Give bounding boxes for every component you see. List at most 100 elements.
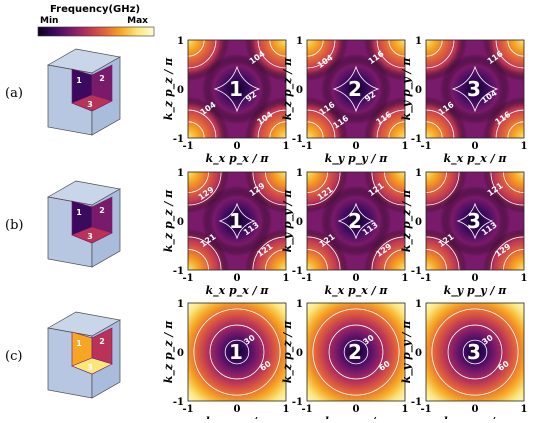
cube-region-label: 1 <box>76 339 82 348</box>
x-axis-label: k_y p_y / π <box>444 284 508 298</box>
x-tick-label: -1 <box>301 141 312 152</box>
y-tick-label: -1 <box>173 397 184 408</box>
row-label: (b) <box>5 218 23 233</box>
panel-frame <box>306 171 406 271</box>
heatmap-corner-glow <box>482 96 524 138</box>
heatmap-corner-glow <box>426 172 468 214</box>
x-axis-label: k_x p_x / π <box>444 152 508 166</box>
contour-line <box>328 324 384 380</box>
panel-region-id: 3 <box>467 340 481 364</box>
contour-line <box>224 339 250 365</box>
heatmap-corner-glow <box>188 96 230 138</box>
y-tick-label: 1 <box>296 168 303 179</box>
heatmap-corner-glow <box>426 40 468 82</box>
y-tick-label: 0 <box>177 217 184 228</box>
cube-region-label: 3 <box>87 363 93 372</box>
colorbar-title: Frequency(GHz) <box>50 4 140 15</box>
y-tick-label: -1 <box>173 134 184 145</box>
colorbar: Frequency(GHz) Min Max <box>37 4 155 37</box>
contour-line <box>462 339 488 365</box>
y-tick-label: 0 <box>415 348 422 359</box>
x-tick-label: 1 <box>521 404 528 415</box>
panel-frame <box>306 302 406 402</box>
y-tick-label: 1 <box>415 36 422 47</box>
y-tick-label: 1 <box>415 299 422 310</box>
y-tick-label: 1 <box>177 299 184 310</box>
x-tick-label: 0 <box>234 141 241 152</box>
heatmap-corner-glow <box>188 40 230 82</box>
panel-frame <box>425 171 525 271</box>
x-tick-label: 0 <box>472 141 479 152</box>
heatmap-corner-glow <box>307 172 349 214</box>
x-tick-label: 0 <box>472 404 479 415</box>
x-tick-label: 1 <box>402 141 409 152</box>
x-tick-label: 1 <box>402 273 409 284</box>
y-axis-label: k_z p_z / π <box>162 320 176 383</box>
x-tick-label: 0 <box>472 273 479 284</box>
panel-region-id: 3 <box>467 209 481 233</box>
heatmap-center <box>439 185 511 257</box>
panel-region-id: 1 <box>229 209 243 233</box>
x-tick-label: 1 <box>521 273 528 284</box>
y-tick-label: -1 <box>411 266 422 277</box>
heatmap-corner-glow <box>307 40 349 82</box>
x-tick-label: -1 <box>182 273 193 284</box>
y-tick-label: -1 <box>292 134 303 145</box>
cube-region-label: 3 <box>87 100 93 109</box>
panel-region-id: 2 <box>348 77 362 101</box>
y-tick-label: 0 <box>296 217 303 228</box>
y-tick-label: 0 <box>177 85 184 96</box>
heatmap-field <box>307 303 405 401</box>
y-tick-label: 1 <box>415 168 422 179</box>
panel-frame <box>425 302 525 402</box>
x-tick-label: 1 <box>283 273 290 284</box>
contour-line <box>343 339 369 365</box>
heatmap-center <box>201 185 273 257</box>
contour-line <box>312 308 400 396</box>
panel-region-id: 3 <box>467 77 481 101</box>
panel-region-id: 1 <box>229 77 243 101</box>
heatmap-corner-glow <box>482 40 524 82</box>
x-axis-label: k_x p_x / π <box>325 284 389 298</box>
colorbar-min-label: Min <box>40 16 58 26</box>
x-tick-label: -1 <box>182 404 193 415</box>
heatmap-field <box>426 303 524 401</box>
y-tick-label: 0 <box>177 348 184 359</box>
heatmap-corner-glow <box>426 96 468 138</box>
contour-line <box>193 308 281 396</box>
y-axis-label: k_z p_z / π <box>281 320 295 383</box>
x-tick-label: 0 <box>353 404 360 415</box>
cube-region-label: 2 <box>99 337 105 346</box>
heatmap-center <box>320 185 392 257</box>
y-tick-label: -1 <box>411 397 422 408</box>
colorbar-max-label: Max <box>127 16 148 26</box>
y-tick-label: 0 <box>415 85 422 96</box>
y-tick-label: 0 <box>415 217 422 228</box>
y-tick-label: 1 <box>296 36 303 47</box>
heatmap-corner-glow <box>244 228 286 270</box>
heatmap-center <box>201 53 273 125</box>
contour-line <box>451 65 499 113</box>
panel-region-id: 2 <box>348 209 362 233</box>
heatmap-corner-glow <box>307 96 349 138</box>
contour-line <box>456 202 494 240</box>
heatmap-corner-glow <box>307 228 349 270</box>
heatmap-corner-glow <box>363 172 405 214</box>
panel-frame <box>187 171 287 271</box>
contour-line <box>218 202 256 240</box>
cube-region-label: 1 <box>76 208 82 217</box>
cube-region-label: 2 <box>99 74 105 83</box>
row-label: (a) <box>5 86 23 101</box>
y-axis-label: k_y p_y / π <box>400 320 414 384</box>
panel-region-id: 1 <box>229 340 243 364</box>
